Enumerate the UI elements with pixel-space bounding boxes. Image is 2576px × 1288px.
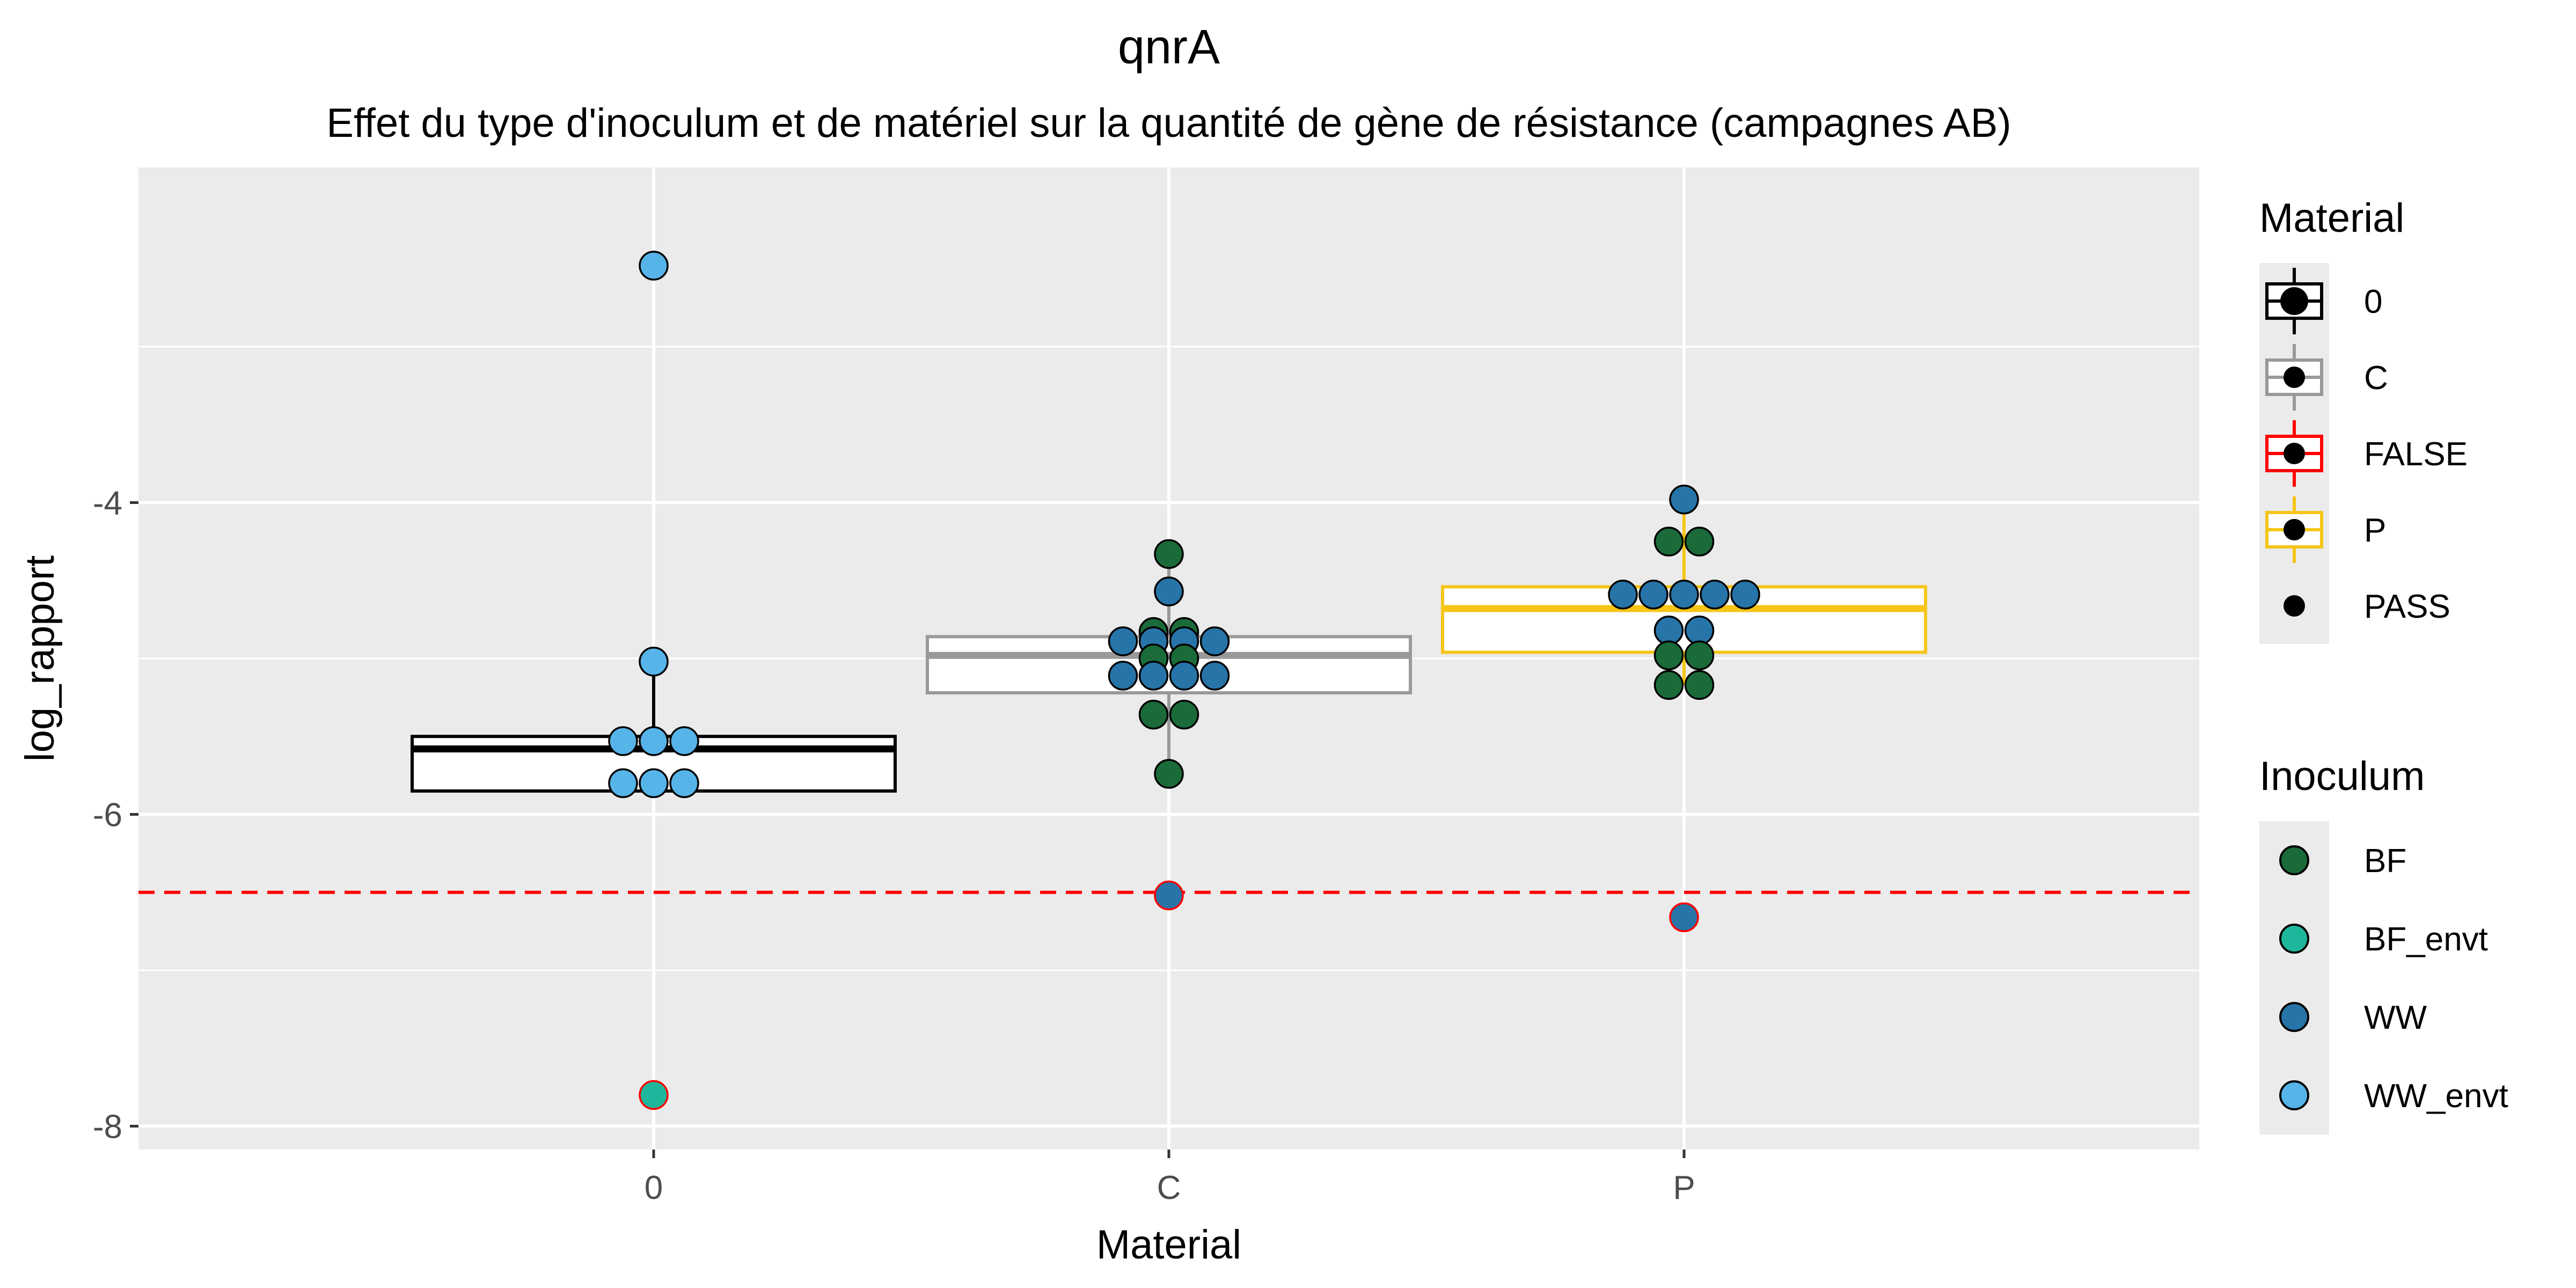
data-point [1653,640,1684,670]
data-point [639,768,669,799]
data-point [1653,615,1684,646]
data-point [639,251,669,281]
legend-item-0: 0 [2265,268,2382,334]
data-point [1199,661,1230,691]
legend-item-bf-envt: BF_envt [2279,921,2488,958]
legend-item-pass: PASS [2284,588,2450,625]
data-point [669,768,699,799]
data-point [639,1080,669,1110]
data-point [1669,580,1699,610]
y-tick-label: -8 [93,1108,122,1145]
legend-item-p: P [2265,496,2386,563]
legend-label: WW [2364,999,2427,1036]
chart-subtitle: Effet du type d'inoculum et de matériel … [326,100,2011,146]
data-point [1684,670,1715,700]
legend-key-dot [2279,845,2309,875]
data-point [1154,576,1184,606]
legend-item-bf: BF [2279,843,2406,880]
data-point [639,647,669,677]
data-point [1199,626,1230,656]
data-point [1154,880,1184,911]
data-point [1700,580,1730,610]
chart-title: qnrA [1118,20,1220,74]
legend-label: 0 [2364,283,2382,320]
legend-item-ww-envt: WW_envt [2279,1078,2508,1115]
legend-label: P [2364,512,2386,549]
legend-material: Material 0 C FALSE P PASS [2259,195,2468,644]
data-point [1653,670,1684,700]
legend-key-dot [2280,287,2308,315]
data-point [1638,580,1668,610]
data-point [1108,626,1138,656]
x-axis: 0 C P [645,1150,1695,1206]
legend-label: PASS [2364,588,2450,625]
legend-key-dot [2284,595,2305,617]
x-tick-label: 0 [645,1169,663,1206]
y-axis: -8 -6 -4 [93,485,138,1145]
data-point [1684,615,1715,646]
legend-key-dot [2284,367,2305,388]
data-point [1169,699,1199,730]
data-point [1653,526,1684,557]
data-point [1154,759,1184,789]
data-point [1138,699,1169,730]
legend-key-dot [2279,1080,2309,1110]
data-point [1684,526,1715,557]
legend-label: BF_envt [2364,921,2488,958]
data-point [1138,661,1169,691]
legend-label: C [2364,360,2388,397]
data-point [608,726,638,756]
data-point [1684,640,1715,670]
box-C [926,552,1412,771]
data-point [669,726,699,756]
legend-item-c: C [2265,344,2388,411]
legend-key-dot [2284,443,2305,464]
x-tick-label: P [1673,1169,1695,1206]
x-axis-title: Material [1096,1222,1241,1268]
legend-key-dot [2279,924,2309,954]
legend-key-dot [2279,1002,2309,1032]
y-tick-label: -4 [93,485,122,522]
data-point [1108,661,1138,691]
data-point [1669,484,1699,515]
legend-material-title: Material [2259,195,2404,241]
data-point [1169,661,1199,691]
box-body [926,635,1412,694]
legend-label: FALSE [2364,436,2468,473]
y-tick-label: -6 [93,796,122,833]
legend-key-dot [2284,519,2305,540]
legend-inoculum: Inoculum BF BF_envt WW WW_envt [2259,753,2508,1135]
x-tick-label: C [1157,1169,1181,1206]
data-point [1669,902,1699,932]
legend-inoculum-title: Inoculum [2259,753,2425,799]
data-point [639,726,669,756]
y-axis-title: log_rapport [17,555,63,762]
data-point [608,768,638,799]
legend-label: WW_envt [2364,1078,2508,1115]
data-point [1154,539,1184,569]
data-points [608,251,1760,1110]
legend-item-false: FALSE [2265,420,2468,487]
data-point [1608,580,1638,610]
data-point [1730,580,1760,610]
legend-item-ww: WW [2279,999,2427,1036]
legend-label: BF [2364,843,2406,880]
